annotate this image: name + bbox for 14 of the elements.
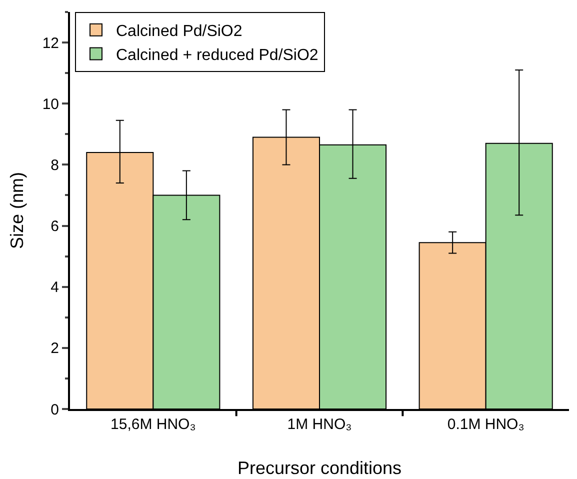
x-tick-label: 15,6M HNO₃ <box>110 416 196 433</box>
x-axis-title: Precursor conditions <box>237 458 402 478</box>
x-tick-label: 0.1M HNO₃ <box>447 416 524 433</box>
y-tick-label: 0 <box>50 401 59 418</box>
y-tick-label: 8 <box>50 156 59 174</box>
y-tick-label: 10 <box>42 96 59 113</box>
y-tick-label: 12 <box>42 34 59 52</box>
legend-label: Calcined Pd/SiO2 <box>116 23 242 40</box>
y-tick-label: 4 <box>50 279 59 296</box>
legend-label: Calcined + reduced Pd/SiO2 <box>116 46 318 64</box>
y-tick-label: 6 <box>50 218 59 236</box>
y-tick-label: 2 <box>50 340 59 358</box>
x-tick-label: 1M HNO₃ <box>287 416 352 433</box>
y-axis-title: Size (nm) <box>7 172 27 250</box>
